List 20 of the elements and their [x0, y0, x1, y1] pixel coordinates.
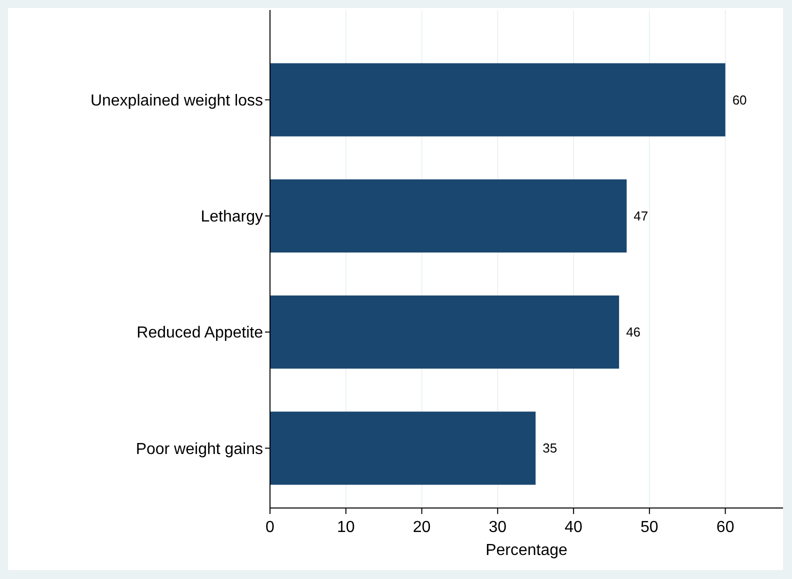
- x-tick-label: 60: [716, 519, 734, 536]
- x-tick-label: 0: [266, 519, 275, 536]
- y-tick-label: Reduced Appetite: [136, 324, 264, 342]
- bar: [270, 63, 726, 136]
- data-label: 47: [634, 208, 648, 224]
- y-tick-label: Unexplained weight loss: [90, 92, 263, 110]
- y-tick-label: Lethargy: [200, 208, 263, 226]
- bar: [270, 412, 536, 485]
- x-tick-label: 40: [564, 519, 583, 536]
- data-label: 46: [626, 324, 641, 340]
- data-label: 35: [542, 440, 558, 456]
- bar: [270, 179, 627, 253]
- x-tick-label: 20: [412, 519, 431, 536]
- x-tick-label: 30: [488, 519, 507, 536]
- bar: [270, 295, 620, 369]
- x-tick-label: 10: [336, 519, 355, 536]
- x-axis-title: Percentage: [486, 542, 568, 559]
- x-tick-label: 50: [640, 519, 658, 536]
- y-tick-label: Poor weight gains: [136, 440, 263, 458]
- data-label: 60: [732, 92, 747, 108]
